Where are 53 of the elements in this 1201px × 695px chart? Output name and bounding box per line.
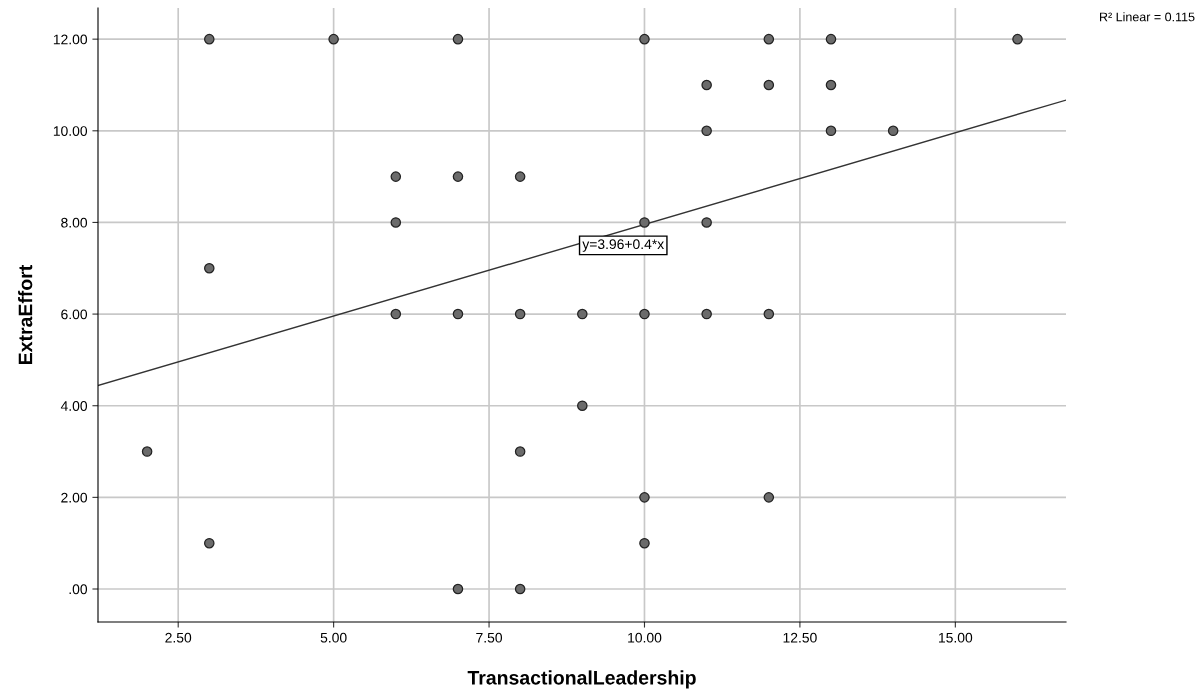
point <box>204 262 215 274</box>
point <box>763 79 775 91</box>
point <box>204 33 215 45</box>
point <box>701 125 712 137</box>
point <box>452 33 464 45</box>
point <box>701 217 712 228</box>
point <box>825 125 837 137</box>
point <box>639 217 650 228</box>
x-tick-label: 2.50 <box>165 632 192 643</box>
point <box>390 171 402 182</box>
y-tick-label: 10.00 <box>53 126 88 136</box>
y-axis-title: ExtraEffort <box>18 265 33 364</box>
x-axis-title: TransactionalLeadership <box>467 670 696 689</box>
point <box>577 308 588 320</box>
point <box>452 583 464 595</box>
point <box>452 171 464 182</box>
point <box>701 308 712 320</box>
point <box>763 33 775 45</box>
point <box>514 446 526 457</box>
point <box>390 217 402 228</box>
y-tick-label: 6.00 <box>61 309 88 320</box>
point <box>887 125 899 137</box>
annotation: y=3.96+0.4*x <box>582 239 665 252</box>
y-tick-label: 4.00 <box>60 401 88 411</box>
x-tick-label: 5.00 <box>320 632 347 643</box>
point <box>639 537 650 549</box>
point <box>763 492 775 503</box>
x-tick-label: 12.50 <box>783 632 817 643</box>
point <box>328 33 339 45</box>
point <box>639 308 650 320</box>
x-tick-label: 7.50 <box>476 632 503 643</box>
point <box>577 400 588 412</box>
point <box>514 583 526 595</box>
point <box>701 79 712 91</box>
y-tick-label: 12.00 <box>53 34 88 45</box>
y-tick-label: 2.00 <box>61 492 88 503</box>
x-tick-label: 15.00 <box>939 632 973 643</box>
point <box>825 79 837 91</box>
y-tick-label: .00 <box>69 584 88 595</box>
point <box>514 308 526 320</box>
text: R² Linear = 0.115 <box>1100 12 1195 22</box>
point <box>141 446 153 457</box>
point <box>639 492 650 503</box>
point <box>639 33 650 45</box>
point <box>204 537 215 549</box>
point <box>514 171 526 182</box>
point <box>452 308 464 320</box>
x-tick-label: 10.00 <box>628 632 662 643</box>
point <box>1012 33 1023 45</box>
point <box>825 33 837 45</box>
point <box>763 308 775 320</box>
y-tick-label: 8.00 <box>61 217 88 228</box>
point <box>390 308 402 320</box>
